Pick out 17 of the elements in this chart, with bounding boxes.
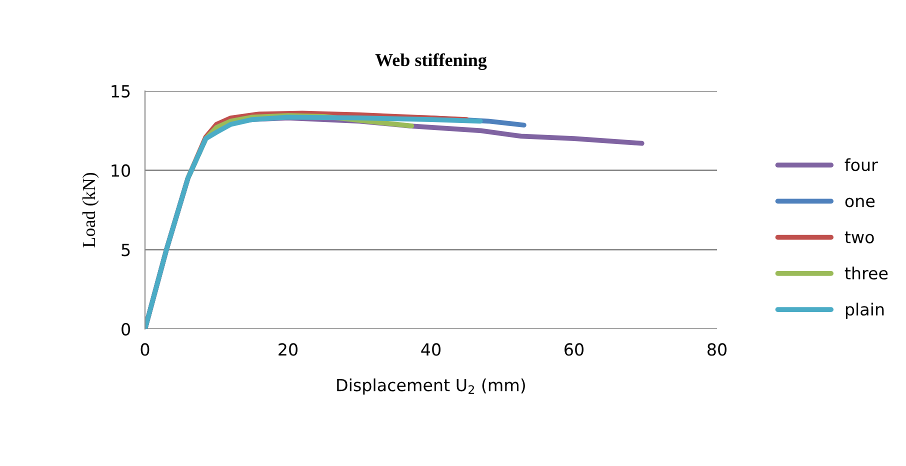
y-tick-label: 15	[112, 85, 130, 98]
x-tick-label: 80	[708, 343, 726, 356]
y-tick-label: 10	[112, 164, 130, 177]
legend-label: four	[844, 158, 878, 172]
legend-label: one	[845, 198, 875, 208]
y-tick-label: 0	[122, 322, 130, 336]
legend-label: two	[844, 231, 874, 244]
x-tick-label: 0	[140, 343, 150, 356]
chart-title: Web stiffening	[375, 53, 487, 70]
x-tick-label: 40	[421, 343, 440, 356]
x-tick-label: 20	[278, 343, 298, 356]
x-tick-label: 60	[564, 343, 584, 356]
y-axis-title: Load (kN)	[82, 172, 99, 248]
x-axis-title: Displacement U$_{2}$ (mm)	[337, 378, 525, 395]
legend-label: plain	[846, 302, 884, 319]
legend-label: three	[844, 266, 888, 280]
y-tick-label: 5	[122, 244, 130, 256]
